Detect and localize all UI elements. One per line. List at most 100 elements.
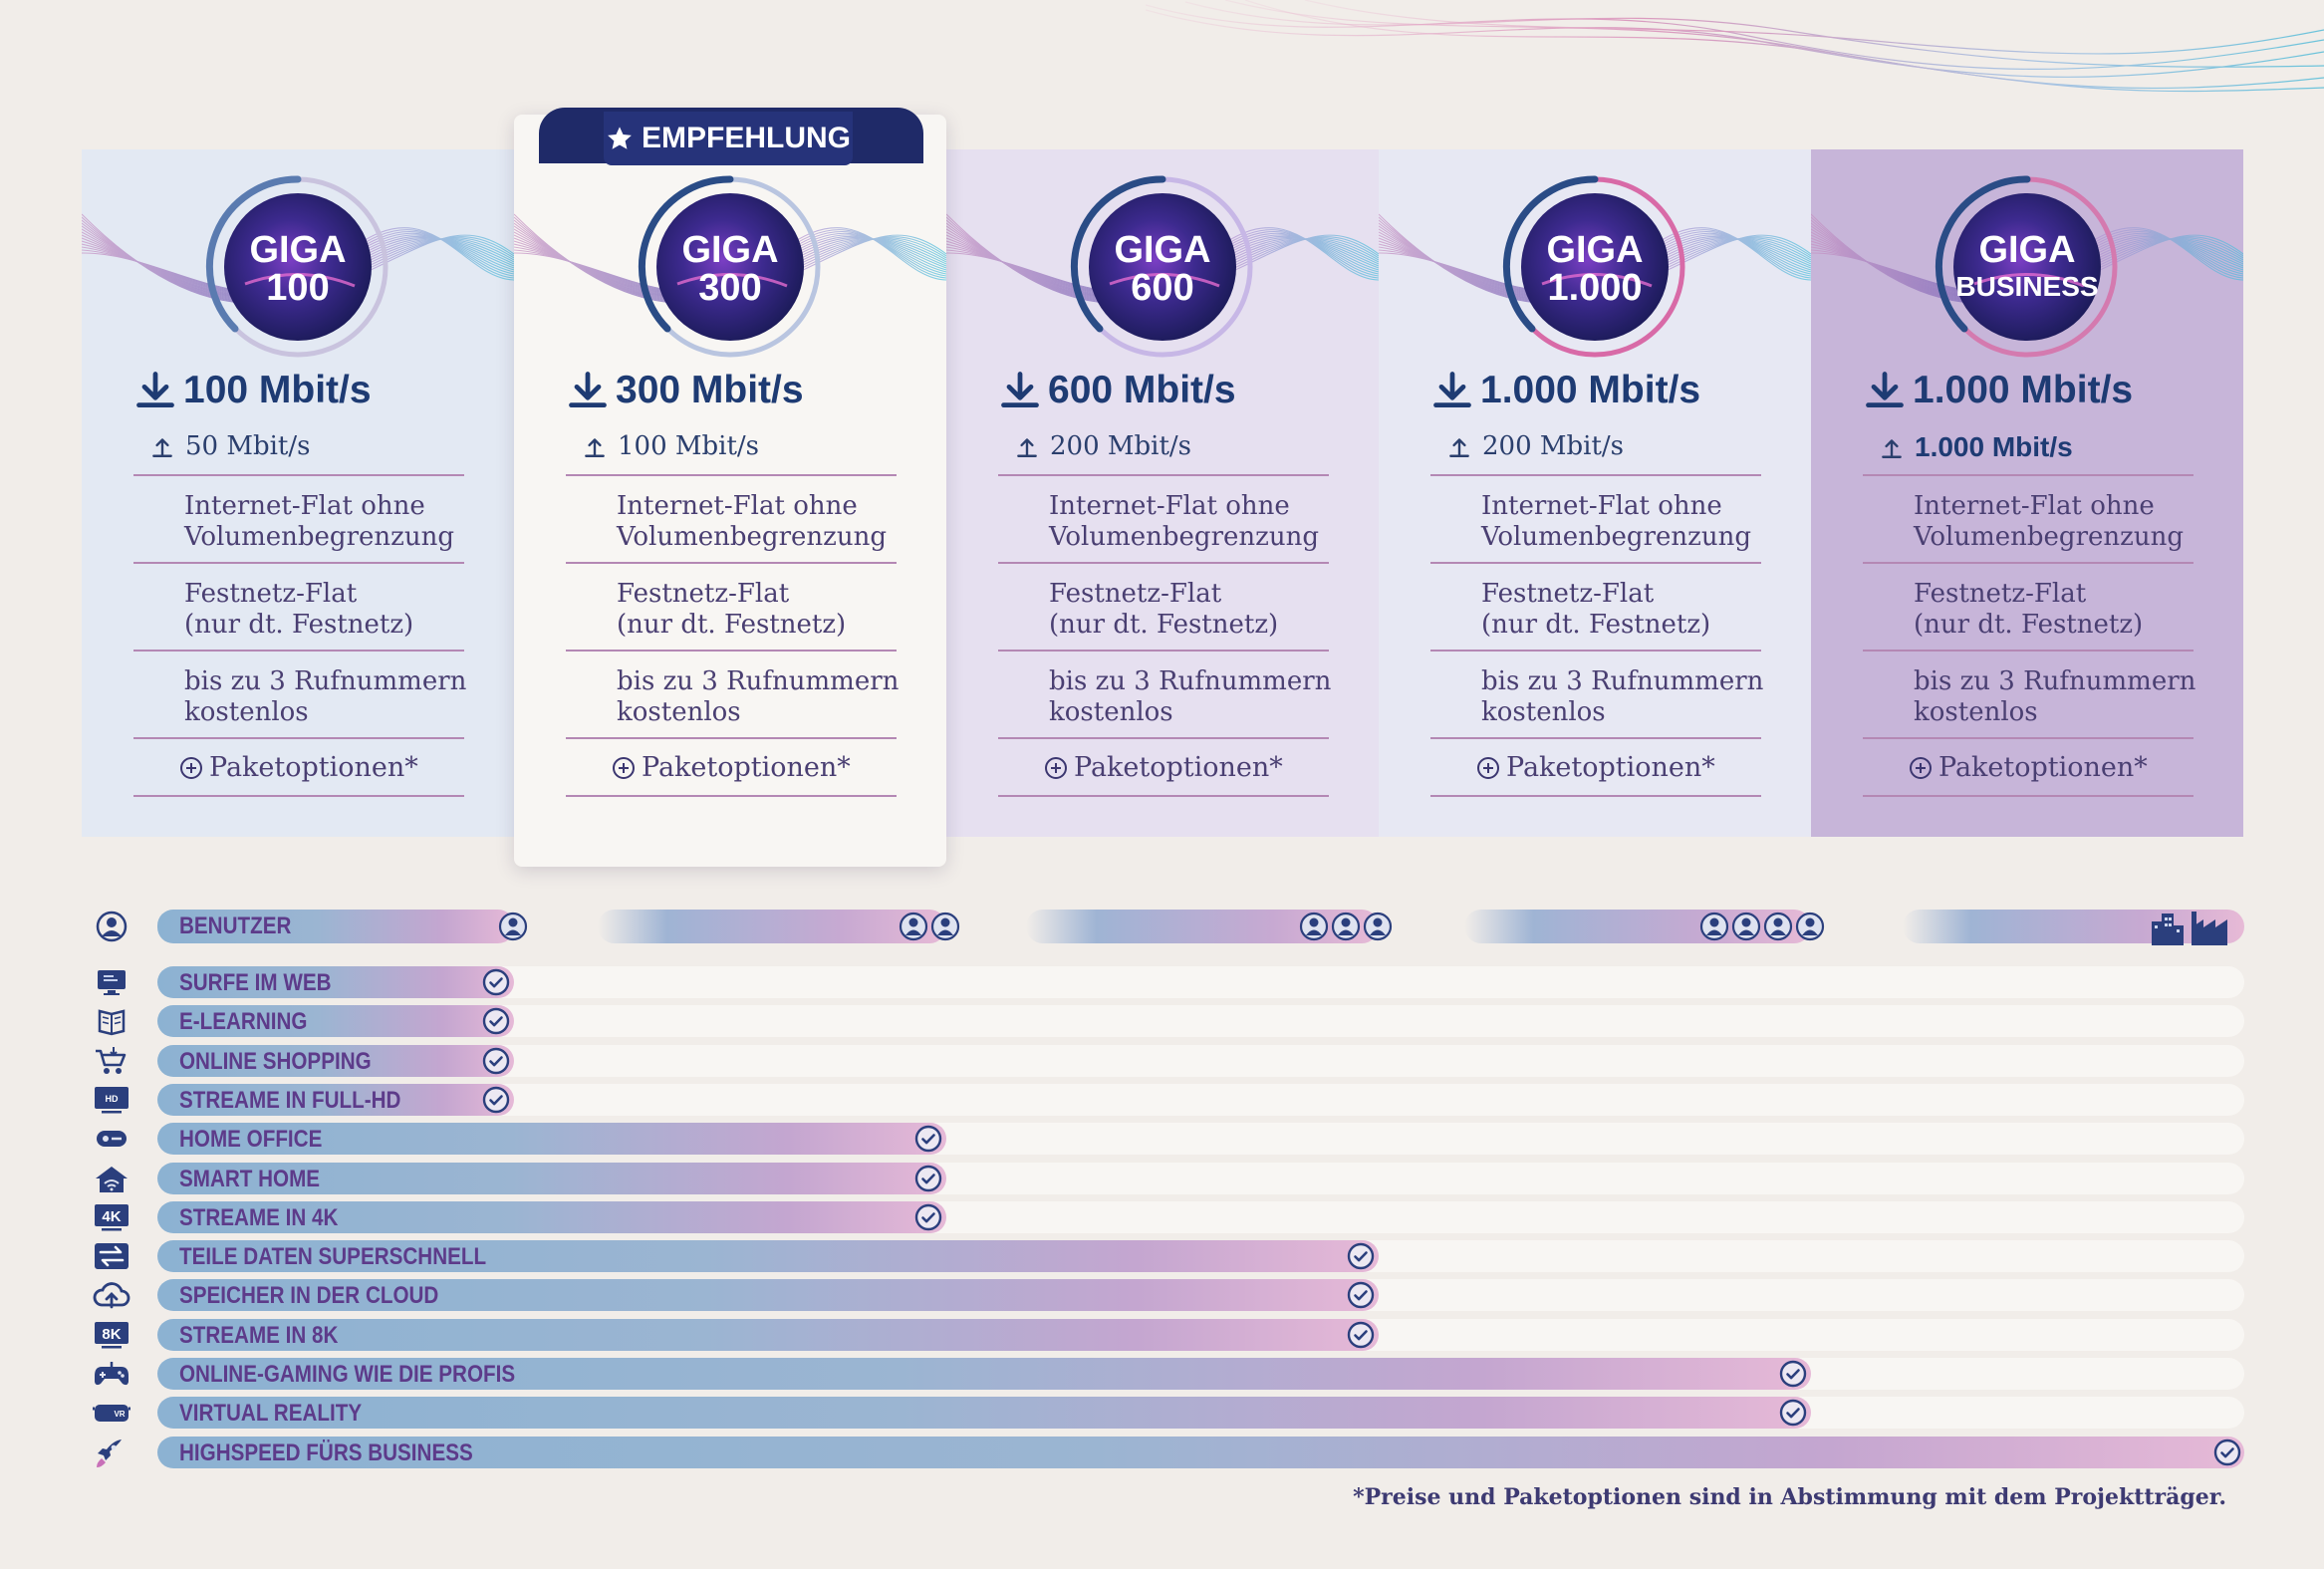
feature-line: bis zu 3 Rufnummern	[617, 666, 900, 696]
feature-line: Volumenbegrenzung	[1049, 522, 1319, 552]
smart-home-icon	[92, 1163, 131, 1194]
star-icon	[608, 127, 632, 149]
tv-4k-icon: 4K	[92, 1201, 131, 1233]
feature-text: bis zu 3 Rufnummern kostenlos	[1481, 666, 1780, 728]
users-bar-segment	[1903, 910, 2244, 943]
plus-circle-icon	[1045, 756, 1067, 779]
download-speed-value: 600 Mbit/s	[1048, 369, 1236, 411]
person-icon	[1331, 912, 1361, 941]
feature-text: bis zu 3 Rufnummern kostenlos	[1914, 666, 2212, 728]
package-options-link[interactable]: Paketoptionen*	[612, 752, 851, 783]
divider	[133, 737, 464, 739]
divider	[133, 650, 464, 652]
person-icon	[1763, 912, 1793, 941]
feature-line: kostenlos	[184, 697, 309, 727]
divider	[1430, 795, 1761, 797]
divider	[566, 650, 897, 652]
check-circle-icon	[1347, 1281, 1375, 1309]
gamepad-icon	[92, 1358, 131, 1390]
divider	[566, 562, 897, 564]
check-circle-icon	[482, 1007, 510, 1035]
tv-hd-icon: HD	[92, 1084, 131, 1116]
home-office-icon	[92, 1123, 131, 1155]
plan-card-3: GIGA 600 600 Mbit/s 200 Mbit/s Internet-Flat…	[946, 149, 1379, 837]
download-speed: 1.000 Mbit/s	[1430, 369, 1700, 412]
feature-bar	[157, 1279, 1379, 1312]
feature-bar	[157, 1240, 1379, 1273]
download-speed: 300 Mbit/s	[566, 369, 804, 412]
upload-icon	[1449, 438, 1469, 457]
feature-label: SMART HOME	[179, 1165, 321, 1192]
feature-line: Volumenbegrenzung	[184, 522, 454, 552]
feature-line: Festnetz-Flat	[1481, 579, 1655, 609]
check-circle-icon	[914, 1125, 942, 1153]
feature-bar	[157, 1123, 946, 1156]
check-circle-icon	[482, 968, 510, 996]
person-icon	[498, 912, 528, 941]
feature-text: Festnetz-Flat (nur dt. Festnetz)	[1049, 579, 1348, 641]
download-speed-value: 1.000 Mbit/s	[1480, 369, 1701, 411]
package-options-label: Paketoptionen*	[209, 752, 418, 783]
plan-badge	[205, 175, 388, 358]
download-icon	[1866, 372, 1904, 408]
book-icon	[92, 1005, 131, 1037]
feature-label: STREAME IN 8K	[179, 1321, 339, 1349]
feature-bar	[157, 1318, 1379, 1351]
person-icon	[1363, 912, 1393, 941]
check-circle-icon	[1779, 1399, 1807, 1427]
upload-speed: 100 Mbit/s	[582, 431, 759, 461]
feature-bar	[157, 1044, 514, 1077]
divider	[133, 562, 464, 564]
plus-circle-icon	[1910, 756, 1932, 779]
feature-text: Festnetz-Flat (nur dt. Festnetz)	[617, 579, 915, 641]
feature-line: (nur dt. Festnetz)	[1481, 610, 1711, 640]
feature-text: Festnetz-Flat (nur dt. Festnetz)	[184, 579, 483, 641]
feature-bar	[157, 1162, 946, 1194]
feature-line: Internet-Flat ohne	[1481, 491, 1722, 521]
divider	[998, 650, 1329, 652]
divider	[998, 474, 1329, 476]
package-options-link[interactable]: Paketoptionen*	[1044, 752, 1283, 783]
upload-speed-value: 1.000 Mbit/s	[1915, 431, 2073, 462]
download-speed: 600 Mbit/s	[998, 369, 1236, 412]
upload-speed: 1.000 Mbit/s	[1879, 431, 2073, 463]
feature-text: bis zu 3 Rufnummern kostenlos	[1049, 666, 1348, 728]
feature-bar	[157, 1200, 946, 1233]
footnote: *Preise und Paketoptionen sind in Abstim…	[1353, 1484, 2226, 1510]
download-speed-value: 100 Mbit/s	[183, 369, 372, 411]
feature-line: Volumenbegrenzung	[1481, 522, 1751, 552]
feature-label: SPEICHER IN DER CLOUD	[179, 1282, 439, 1310]
feature-text: Festnetz-Flat (nur dt. Festnetz)	[1481, 579, 1780, 641]
feature-text: Internet-Flat ohne Volumenbegrenzung	[617, 491, 915, 553]
feature-line: bis zu 3 Rufnummern	[1914, 666, 2196, 696]
package-options-label: Paketoptionen*	[1074, 752, 1283, 783]
package-options-link[interactable]: Paketoptionen*	[1909, 752, 2148, 783]
feature-text: Internet-Flat ohne Volumenbegrenzung	[1481, 491, 1780, 553]
feature-label: HOME OFFICE	[179, 1126, 323, 1154]
feature-bar	[157, 1358, 1811, 1390]
feature-text: Internet-Flat ohne Volumenbegrenzung	[1914, 491, 2212, 553]
check-circle-icon	[1347, 1242, 1375, 1270]
divider	[998, 737, 1329, 739]
users-bar	[157, 910, 514, 943]
check-circle-icon	[2213, 1438, 2241, 1466]
check-circle-icon	[914, 1203, 942, 1231]
feature-line: kostenlos	[617, 697, 741, 727]
package-options-link[interactable]: Paketoptionen*	[179, 752, 418, 783]
feature-label: VIRTUAL REALITY	[179, 1400, 363, 1428]
download-icon	[1001, 372, 1039, 408]
feature-bar	[157, 1397, 1811, 1430]
download-speed-value: 300 Mbit/s	[616, 369, 804, 411]
package-options-link[interactable]: Paketoptionen*	[1476, 752, 1715, 783]
divider	[1863, 795, 2194, 797]
plan-name-line1: GIGA	[1978, 229, 2076, 271]
users-bar-segment	[598, 910, 946, 943]
divider	[133, 474, 464, 476]
plan-name-line1: GIGA	[1546, 229, 1644, 271]
feature-label: ONLINE SHOPPING	[179, 1047, 372, 1075]
feature-text: bis zu 3 Rufnummern kostenlos	[617, 666, 915, 728]
divider	[1863, 737, 2194, 739]
business-buildings-icon	[2148, 908, 2233, 945]
feature-line: (nur dt. Festnetz)	[1914, 610, 2144, 640]
vr-headset-icon: VR	[92, 1397, 131, 1429]
